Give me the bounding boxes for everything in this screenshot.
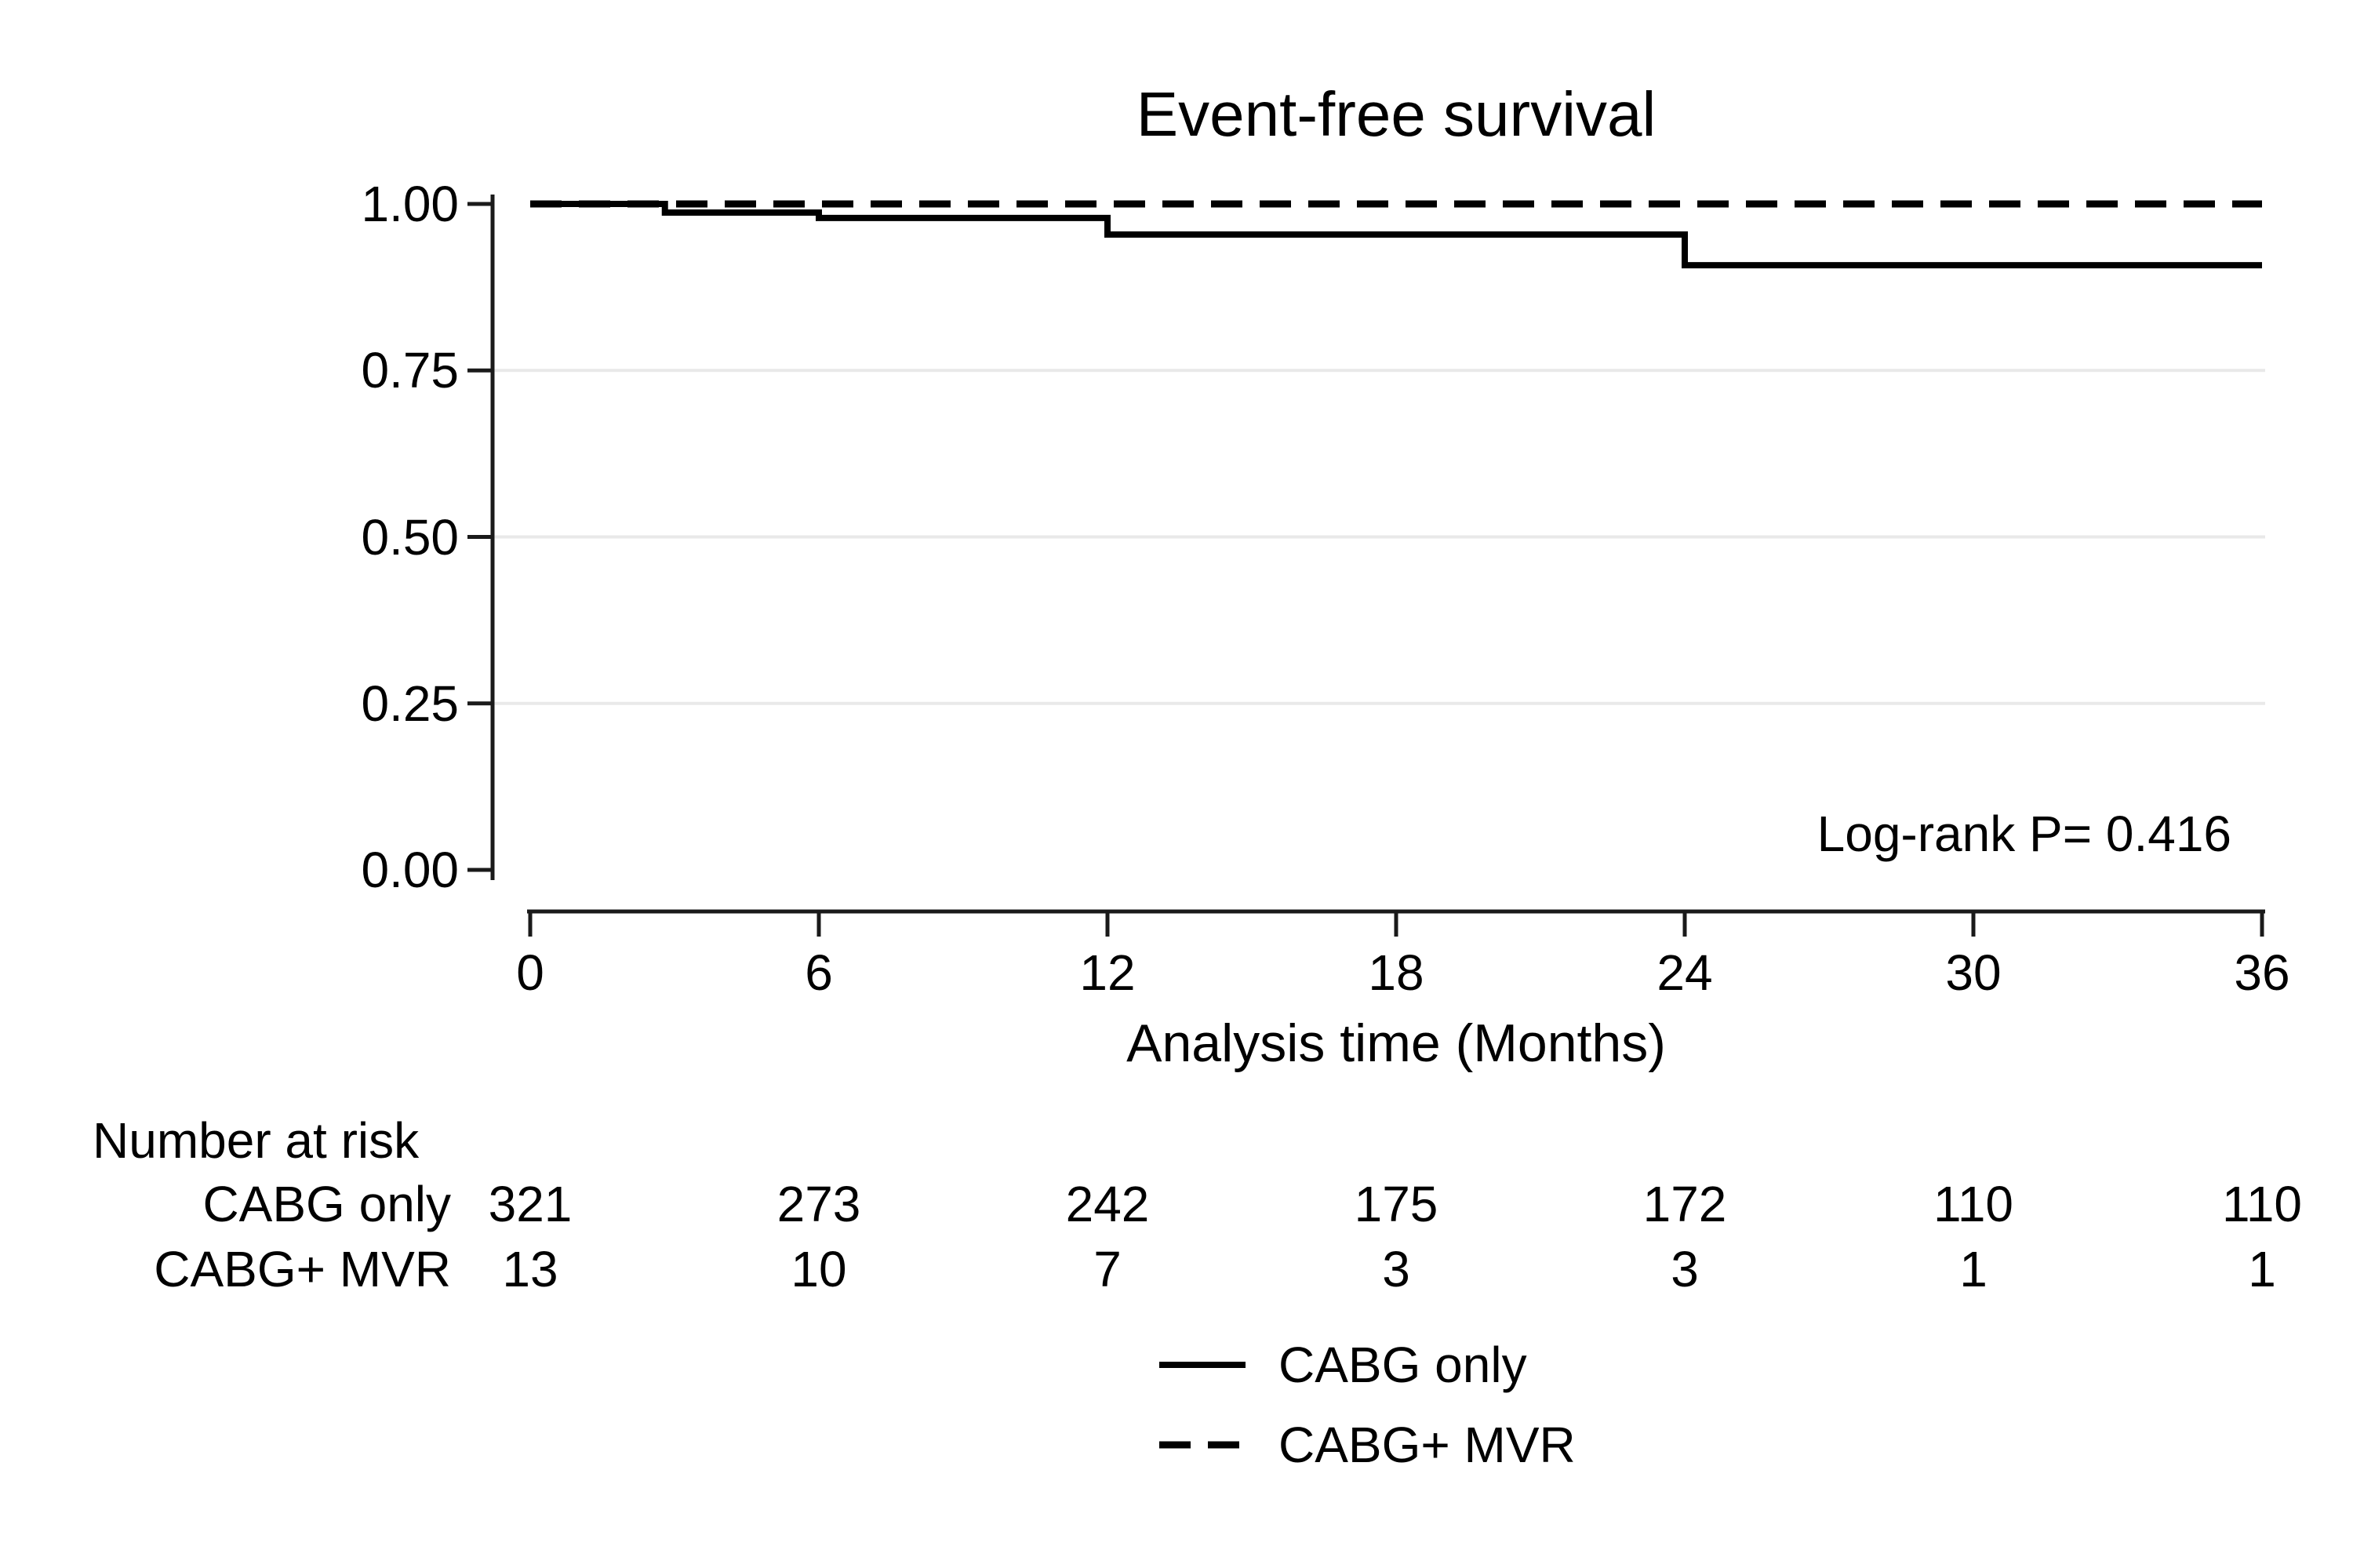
- legend-item-cabg-only: CABG only: [1159, 1333, 1576, 1396]
- risk-count: 1: [1959, 1241, 1988, 1297]
- risk-count: 273: [776, 1176, 861, 1232]
- risk-count: 3: [1671, 1241, 1699, 1297]
- x-tick-label: 0: [516, 944, 544, 1001]
- x-tick-label: 18: [1368, 944, 1424, 1001]
- risk-row-label-cabg-mvr: CABG+ MVR: [154, 1241, 451, 1297]
- legend-label-cabg-only: CABG only: [1278, 1337, 1527, 1393]
- legend-item-cabg-mvr: CABG+ MVR: [1159, 1413, 1576, 1476]
- log-rank-annotation: Log-rank P= 0.416: [1817, 806, 2231, 862]
- risk-count: 172: [1642, 1176, 1727, 1232]
- risk-count: 110: [2221, 1176, 2303, 1232]
- y-tick-label: 0.25: [361, 675, 459, 732]
- risk-count: 110: [1933, 1176, 2014, 1232]
- chart-title: Event-free survival: [1136, 79, 1657, 149]
- risk-count: 3: [1382, 1241, 1410, 1297]
- legend: CABG only CABG+ MVR: [1159, 1333, 1576, 1476]
- y-tick-label: 1.00: [361, 176, 459, 232]
- y-tick-label: 0.50: [361, 508, 459, 566]
- x-tick-label: 6: [805, 944, 833, 1001]
- risk-count: 13: [502, 1241, 558, 1297]
- legend-label-cabg-mvr: CABG+ MVR: [1278, 1417, 1576, 1473]
- risk-count: 1: [2248, 1241, 2276, 1297]
- x-tick-label: 30: [1945, 944, 2002, 1001]
- x-tick-label: 12: [1079, 944, 1136, 1001]
- survival-curve-cabg-only: [530, 201, 2262, 269]
- risk-count: 242: [1065, 1176, 1150, 1232]
- x-tick-label: 24: [1657, 944, 1713, 1001]
- y-tick-label: 0.75: [361, 342, 459, 399]
- y-tick-label: 0.00: [361, 842, 459, 898]
- x-tick-label: 36: [2234, 944, 2290, 1001]
- risk-count: 321: [488, 1176, 573, 1232]
- risk-count: 10: [791, 1241, 847, 1297]
- dashed-line-icon: [1159, 1441, 1246, 1449]
- x-axis-title: Analysis time (Months): [1126, 1013, 1666, 1073]
- risk-row-label-cabg-only: CABG only: [202, 1176, 451, 1232]
- risk-count: 7: [1093, 1241, 1122, 1297]
- risk-count: 175: [1354, 1176, 1438, 1232]
- risk-table-header: Number at risk: [93, 1112, 420, 1169]
- solid-line-icon: [1159, 1362, 1246, 1368]
